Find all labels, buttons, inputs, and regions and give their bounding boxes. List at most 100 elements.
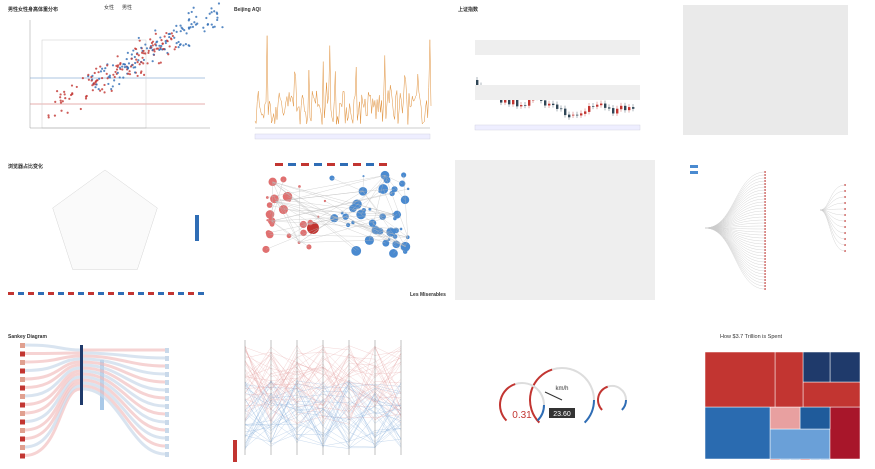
point [112, 64, 114, 66]
point [192, 26, 194, 28]
point [71, 84, 73, 86]
point [137, 59, 139, 61]
point [59, 93, 61, 95]
legend-swatch [148, 292, 154, 295]
point [152, 60, 154, 62]
tree-link [705, 228, 765, 256]
point [94, 72, 96, 74]
tree-link [705, 228, 765, 283]
tree-link [705, 228, 765, 268]
point [67, 112, 69, 114]
gauge-unit: km/h [555, 386, 568, 392]
point [169, 45, 171, 47]
treemap-cell [830, 407, 860, 459]
point [171, 32, 173, 34]
point [106, 73, 108, 75]
point [165, 40, 167, 42]
treemap-cell [705, 352, 775, 407]
panel-bg [455, 160, 655, 300]
point [160, 39, 162, 41]
legend-swatch [58, 292, 64, 295]
legend-swatch [78, 292, 84, 295]
visual-map [195, 215, 199, 241]
sankey-node [165, 412, 169, 417]
legend-swatch [690, 165, 698, 168]
tree-link [705, 175, 765, 228]
point [202, 27, 204, 29]
point [210, 7, 212, 9]
point [60, 99, 62, 101]
link [274, 199, 393, 215]
sankey-node [20, 360, 25, 365]
tree-link [705, 228, 765, 274]
point [191, 11, 193, 13]
sankey-node [20, 420, 25, 425]
tree-link [820, 210, 845, 233]
point [180, 43, 182, 45]
sankey-node [80, 345, 83, 405]
point [118, 83, 120, 85]
point [119, 67, 121, 69]
sankey-node [20, 428, 25, 433]
point [143, 50, 145, 52]
graph-label: Les Miserables [410, 292, 446, 298]
point [107, 77, 109, 79]
gauge-arc [608, 386, 626, 400]
point [195, 16, 197, 18]
point [87, 74, 89, 76]
legend-swatch [8, 292, 14, 295]
gauge-value: 23.60 [553, 411, 571, 418]
sankey-node [20, 343, 25, 348]
link [273, 182, 299, 243]
point [128, 62, 130, 64]
point [59, 96, 61, 98]
point [117, 55, 119, 57]
point [168, 33, 170, 35]
sankey-node [20, 394, 25, 399]
point [121, 65, 123, 67]
point [164, 35, 166, 37]
tree-link [705, 228, 765, 244]
point [114, 71, 116, 73]
point [167, 53, 169, 55]
sankey-node [165, 444, 169, 449]
legend-swatch [198, 292, 204, 295]
point [143, 74, 145, 76]
point [128, 70, 130, 72]
panel-title: 浏览器占比变化 [8, 163, 43, 170]
point [63, 91, 65, 93]
point [153, 50, 155, 52]
point [203, 30, 205, 32]
point [91, 79, 93, 81]
candle [508, 99, 510, 104]
point [134, 66, 136, 68]
point [175, 25, 177, 27]
sankey-node [165, 452, 169, 457]
point [174, 48, 176, 50]
treemap-cell [800, 407, 830, 429]
point [123, 63, 125, 65]
point [214, 26, 216, 28]
sankey-node [165, 436, 169, 441]
point [209, 13, 211, 15]
legend-swatch [68, 292, 74, 295]
point [135, 48, 137, 50]
sankey-node [20, 437, 25, 442]
tree-link [820, 210, 845, 251]
point [68, 98, 70, 100]
legend-item: 男性 [122, 4, 132, 11]
treemap-cell [705, 407, 770, 459]
point [151, 49, 153, 51]
point [100, 70, 102, 72]
point [92, 89, 94, 91]
point [47, 114, 49, 116]
point [152, 41, 154, 43]
point [168, 36, 170, 38]
legend-swatch [366, 163, 374, 166]
point [112, 74, 114, 76]
treemap-cell [803, 352, 830, 382]
data-zoom [255, 134, 430, 139]
legend-swatch [38, 292, 44, 295]
point [185, 43, 187, 45]
point [131, 53, 133, 55]
